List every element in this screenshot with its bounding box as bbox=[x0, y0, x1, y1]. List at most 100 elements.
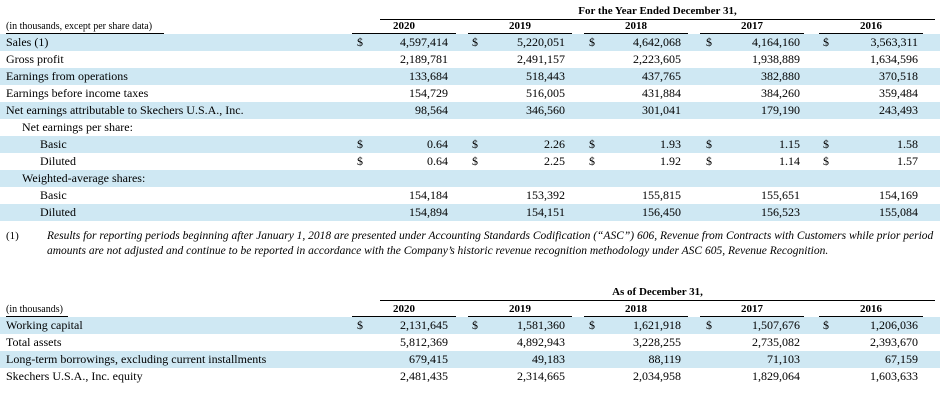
table-row: Basic $0.64 $2.26 $1.93 $1.15 $1.58 bbox=[0, 136, 940, 153]
cell-value: 154,169 bbox=[879, 188, 918, 202]
dollar-sign: $ bbox=[357, 318, 363, 332]
cell-value: 1,938,889 bbox=[752, 52, 800, 66]
row-label: Weighted-average shares: bbox=[22, 171, 146, 185]
cell-value: 1.15 bbox=[779, 137, 800, 151]
year-header: 2016 bbox=[860, 20, 882, 32]
table-row: Skechers U.S.A., Inc. equity 2,481,435 2,3… bbox=[0, 368, 940, 385]
table2-unit-note: (in thousands) bbox=[6, 304, 63, 315]
row-label: Diluted bbox=[40, 205, 76, 219]
cell-value: 1,829,064 bbox=[752, 369, 800, 383]
cell-value: 3,228,255 bbox=[633, 335, 681, 349]
cell-value: 5,812,369 bbox=[400, 335, 448, 349]
cell-value: 679,415 bbox=[409, 352, 448, 366]
table-row: Sales (1) $4,597,414 $5,220,051 $4,642,068 $… bbox=[0, 34, 940, 51]
cell-value: 1.93 bbox=[660, 137, 681, 151]
year-header-rule bbox=[700, 316, 804, 317]
cell-value: 1.58 bbox=[897, 137, 918, 151]
cell-value: 0.64 bbox=[427, 137, 448, 151]
dollar-sign: $ bbox=[706, 154, 712, 168]
cell-value: 154,151 bbox=[526, 205, 565, 219]
table2-period-rule bbox=[380, 300, 935, 301]
cell-value: 1.14 bbox=[779, 154, 800, 168]
row-label: Net earnings per share: bbox=[22, 120, 133, 134]
cell-value: 2,393,670 bbox=[870, 335, 918, 349]
cell-value: 4,892,943 bbox=[517, 335, 565, 349]
dollar-sign: $ bbox=[589, 137, 595, 151]
row-label: Basic bbox=[40, 188, 67, 202]
footnote-marker: (1) bbox=[6, 230, 19, 242]
cell-value: 518,443 bbox=[526, 69, 565, 83]
year-header-rule bbox=[819, 316, 923, 317]
dollar-sign: $ bbox=[823, 318, 829, 332]
dollar-sign: $ bbox=[706, 318, 712, 332]
cell-value: 2.25 bbox=[544, 154, 565, 168]
cell-value: 4,164,160 bbox=[752, 35, 800, 49]
cell-value: 1,206,036 bbox=[870, 318, 918, 332]
year-header: 2020 bbox=[393, 303, 415, 315]
dollar-sign: $ bbox=[589, 35, 595, 49]
cell-value: 2,314,665 bbox=[517, 369, 565, 383]
year-header-rule bbox=[819, 33, 923, 34]
cell-value: 156,450 bbox=[642, 205, 681, 219]
cell-value: 0.64 bbox=[427, 154, 448, 168]
row-label: Working capital bbox=[6, 318, 83, 332]
cell-value: 1,634,596 bbox=[870, 52, 918, 66]
cell-value: 382,880 bbox=[761, 69, 800, 83]
table1-unit-rule bbox=[6, 33, 164, 34]
cell-value: 1,581,360 bbox=[517, 318, 565, 332]
table-row: Long-term borrowings, excluding current … bbox=[0, 351, 940, 368]
table-row: Working capital $2,131,645 $1,581,360 $1,62… bbox=[0, 317, 940, 334]
table-row: Diluted 154,894 154,151 156,450 156,523 155,0… bbox=[0, 204, 940, 221]
table1-period-rule bbox=[380, 19, 935, 20]
cell-value: 154,729 bbox=[409, 86, 448, 100]
year-header: 2017 bbox=[741, 303, 763, 315]
year-header-rule bbox=[468, 316, 572, 317]
row-label: Sales (1) bbox=[6, 35, 49, 49]
cell-value: 133,684 bbox=[409, 69, 448, 83]
cell-value: 4,597,414 bbox=[400, 35, 448, 49]
dollar-sign: $ bbox=[823, 154, 829, 168]
cell-value: 153,392 bbox=[526, 188, 565, 202]
cell-value: 384,260 bbox=[761, 86, 800, 100]
cell-value: 301,041 bbox=[642, 103, 681, 117]
row-label: Earnings before income taxes bbox=[6, 86, 149, 100]
cell-value: 179,190 bbox=[761, 103, 800, 117]
table-row: Gross profit 2,189,781 2,491,157 2,223,605 1… bbox=[0, 51, 940, 68]
dollar-sign: $ bbox=[472, 35, 478, 49]
table1-period-header: For the Year Ended December 31, bbox=[578, 5, 737, 17]
table-row: Basic 154,184 153,392 155,815 155,651 154,169 bbox=[0, 187, 940, 204]
table-row: Diluted $0.64 $2.25 $1.92 $1.14 $1.57 bbox=[0, 153, 940, 170]
cell-value: 2,189,781 bbox=[400, 52, 448, 66]
cell-value: 5,220,051 bbox=[517, 35, 565, 49]
table-row: Net earnings per share: bbox=[0, 119, 940, 136]
dollar-sign: $ bbox=[589, 154, 595, 168]
cell-value: 49,183 bbox=[532, 352, 565, 366]
cell-value: 431,884 bbox=[642, 86, 681, 100]
cell-value: 2,131,645 bbox=[400, 318, 448, 332]
cell-value: 1,621,918 bbox=[633, 318, 681, 332]
cell-value: 243,493 bbox=[879, 103, 918, 117]
dollar-sign: $ bbox=[357, 137, 363, 151]
dollar-sign: $ bbox=[472, 154, 478, 168]
cell-value: 2,735,082 bbox=[752, 335, 800, 349]
cell-value: 155,084 bbox=[879, 205, 918, 219]
cell-value: 516,005 bbox=[526, 86, 565, 100]
cell-value: 1,507,676 bbox=[752, 318, 800, 332]
table-row: Net earnings attributable to Skechers U.… bbox=[0, 102, 940, 119]
dollar-sign: $ bbox=[357, 154, 363, 168]
cell-value: 2,034,958 bbox=[633, 369, 681, 383]
year-header: 2019 bbox=[509, 303, 531, 315]
cell-value: 2,223,605 bbox=[633, 52, 681, 66]
year-header-rule bbox=[352, 316, 456, 317]
row-label: Skechers U.S.A., Inc. equity bbox=[6, 369, 143, 383]
cell-value: 155,815 bbox=[642, 188, 681, 202]
cell-value: 154,184 bbox=[409, 188, 448, 202]
row-label: Long-term borrowings, excluding current … bbox=[6, 352, 267, 366]
cell-value: 4,642,068 bbox=[633, 35, 681, 49]
cell-value: 346,560 bbox=[526, 103, 565, 117]
cell-value: 3,563,311 bbox=[870, 35, 918, 49]
dollar-sign: $ bbox=[357, 35, 363, 49]
table-row: Earnings from operations 133,684 518,443 43… bbox=[0, 68, 940, 85]
year-header-rule bbox=[584, 33, 688, 34]
year-header: 2016 bbox=[860, 303, 882, 315]
